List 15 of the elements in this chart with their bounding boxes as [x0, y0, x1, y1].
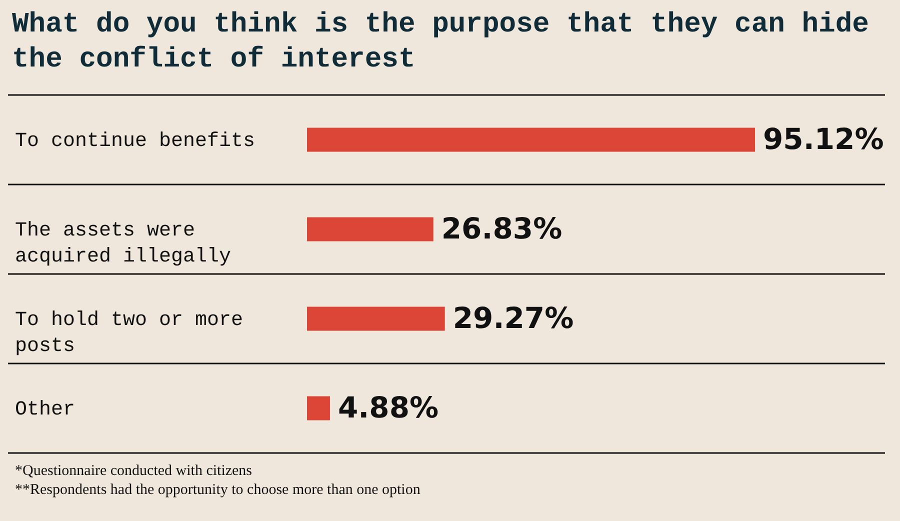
data-label: 4.88%: [338, 390, 439, 424]
text: *Questionnaire conducted with citizens: [15, 463, 252, 479]
data-label: 29.27%: [452, 300, 574, 335]
y-tick-label: Other: [15, 398, 76, 422]
text: **Respondents had the opportunity to choose more than one option: [15, 482, 421, 498]
bar: [307, 396, 330, 420]
y-tick-label: To hold two or more posts: [15, 308, 244, 358]
bar: [307, 306, 445, 331]
y-tick-label: The assets were acquired illegally: [15, 219, 232, 268]
bar: [307, 128, 755, 152]
bar: [307, 217, 434, 242]
chart-title: What do you think is the purpose that they can hide the conflict of interest: [12, 9, 869, 76]
y-tick-label: To continue benefits: [15, 130, 256, 153]
data-label: 26.83%: [441, 211, 562, 246]
data-label: 95.12%: [763, 122, 884, 156]
